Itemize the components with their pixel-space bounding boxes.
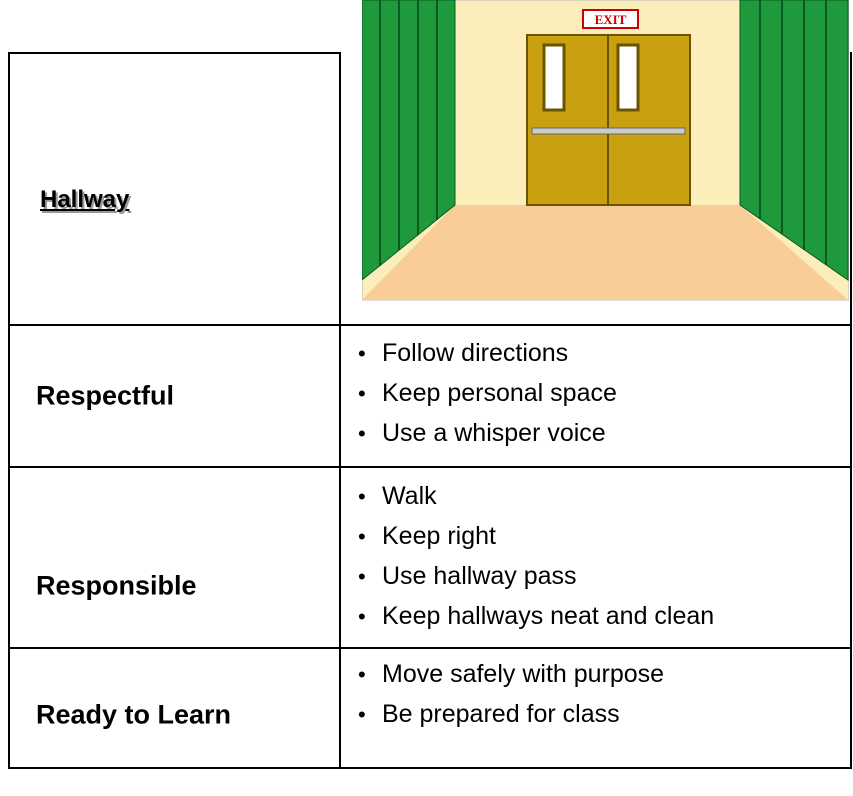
hallway-illustration: EXIT	[362, 0, 849, 301]
item: Use hallway pass	[358, 556, 714, 596]
item-list: Walk Keep right Use hallway pass Keep ha…	[358, 476, 714, 636]
row-label: Responsible	[36, 570, 197, 601]
border	[8, 767, 852, 769]
exit-sign: EXIT	[595, 12, 627, 27]
border	[8, 324, 852, 326]
item: Walk	[358, 476, 714, 516]
border	[8, 647, 852, 649]
item: Keep hallways neat and clean	[358, 596, 714, 636]
row-label: Respectful	[36, 380, 175, 411]
item: Follow directions	[358, 333, 617, 373]
border	[8, 466, 852, 468]
border	[8, 52, 341, 54]
item-list: Follow directions Keep personal space Us…	[358, 333, 617, 453]
item: Be prepared for class	[358, 694, 664, 734]
border	[339, 52, 341, 769]
item: Keep personal space	[358, 373, 617, 413]
item: Keep right	[358, 516, 714, 556]
border	[8, 52, 10, 769]
item-list: Move safely with purpose Be prepared for…	[358, 654, 664, 734]
border	[850, 52, 852, 769]
item: Move safely with purpose	[358, 654, 664, 694]
title: Hallway	[40, 186, 130, 213]
row-label: Ready to Learn	[36, 699, 232, 730]
item: Use a whisper voice	[358, 413, 617, 453]
